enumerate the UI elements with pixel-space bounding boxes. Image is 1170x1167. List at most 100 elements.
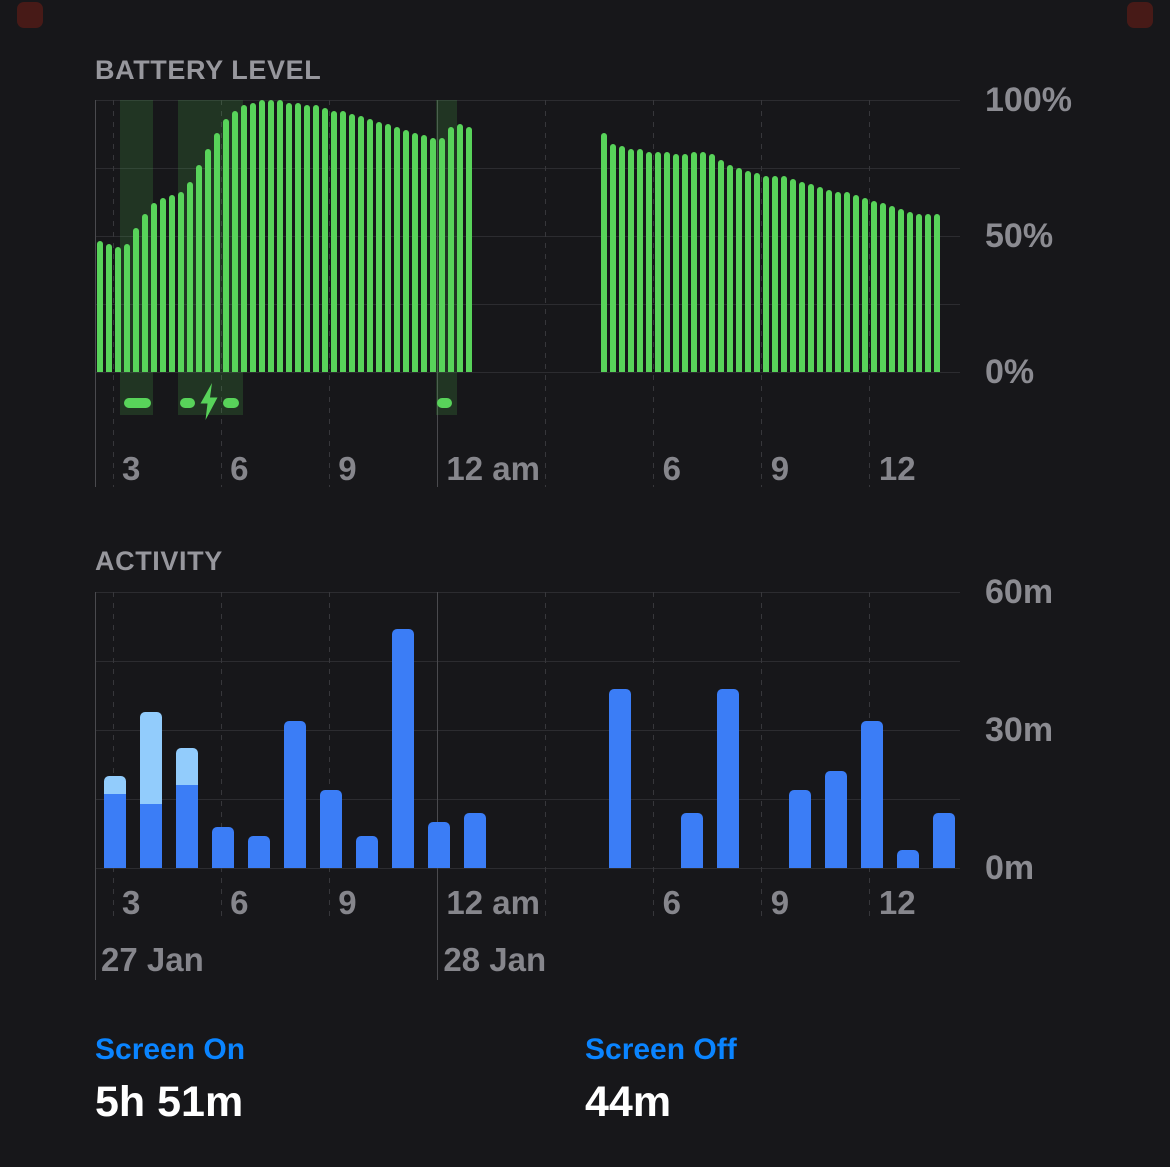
battery-level-bar[interactable] — [303, 105, 310, 372]
battery-level-bar[interactable] — [781, 176, 788, 372]
battery-level-bar[interactable] — [393, 127, 400, 372]
screen-on-bar[interactable] — [824, 771, 847, 868]
battery-level-bar[interactable] — [321, 108, 328, 372]
battery-level-bar[interactable] — [646, 151, 653, 372]
screen-on-bar[interactable] — [788, 789, 811, 868]
battery-level-bar[interactable] — [168, 195, 175, 372]
battery-level-bar[interactable] — [871, 200, 878, 372]
screen-off-bar[interactable] — [140, 711, 163, 804]
battery-level-bar[interactable] — [114, 246, 121, 372]
battery-level-bar[interactable] — [150, 203, 157, 372]
battery-level-bar[interactable] — [294, 102, 301, 372]
battery-level-bar[interactable] — [141, 214, 148, 372]
screen-on-bar[interactable] — [140, 803, 163, 868]
battery-level-bar[interactable] — [330, 110, 337, 372]
battery-level-bar[interactable] — [925, 214, 932, 372]
battery-level-bar[interactable] — [691, 151, 698, 372]
battery-level-bar[interactable] — [231, 110, 238, 372]
battery-level-bar[interactable] — [276, 100, 283, 372]
battery-level-bar[interactable] — [619, 146, 626, 372]
screen-on-bar[interactable] — [428, 822, 451, 868]
battery-level-bar[interactable] — [186, 181, 193, 372]
battery-level-bar[interactable] — [898, 208, 905, 372]
battery-level-bar[interactable] — [772, 176, 779, 372]
battery-level-bar[interactable] — [826, 189, 833, 372]
battery-level-bar[interactable] — [348, 113, 355, 372]
battery-level-bar[interactable] — [889, 206, 896, 372]
battery-level-bar[interactable] — [402, 129, 409, 372]
battery-level-bar[interactable] — [267, 100, 274, 372]
battery-level-bar[interactable] — [438, 138, 445, 372]
battery-level-bar[interactable] — [655, 151, 662, 372]
battery-level-bar[interactable] — [718, 159, 725, 372]
battery-level-bar[interactable] — [916, 214, 923, 372]
battery-level-bar[interactable] — [880, 203, 887, 372]
screen-on-bar[interactable] — [212, 826, 235, 868]
battery-level-bar[interactable] — [754, 173, 761, 372]
battery-level-bar[interactable] — [222, 119, 229, 372]
screen-on-bar[interactable] — [608, 688, 631, 868]
screen-on-bar[interactable] — [932, 812, 955, 868]
battery-level-bar[interactable] — [456, 124, 463, 372]
battery-level-bar[interactable] — [132, 227, 139, 372]
screen-off-bar[interactable] — [104, 776, 127, 795]
screen-on-bar[interactable] — [104, 794, 127, 868]
battery-level-bar[interactable] — [736, 168, 743, 372]
battery-level-bar[interactable] — [628, 148, 635, 372]
battery-level-bar[interactable] — [240, 105, 247, 372]
battery-level-bar[interactable] — [447, 127, 454, 372]
battery-level-bar[interactable] — [420, 135, 427, 372]
battery-level-bar[interactable] — [375, 121, 382, 372]
screen-on-bar[interactable] — [392, 628, 415, 868]
battery-level-bar[interactable] — [249, 102, 256, 372]
battery-level-bar[interactable] — [763, 176, 770, 372]
battery-level-bar[interactable] — [727, 165, 734, 372]
activity-chart[interactable]: 60m 30m 0m 3 6 9 12 am 6 9 12 27 Jan 28 Jan — [94, 573, 1053, 980]
screen-on-bar[interactable] — [320, 789, 343, 868]
battery-level-bar[interactable] — [96, 241, 103, 372]
battery-level-bar[interactable] — [159, 197, 166, 372]
battery-level-chart[interactable]: 100% 50% 0% 3 6 9 12 am 6 9 12 — [94, 81, 1072, 487]
screen-on-bar[interactable] — [248, 835, 271, 868]
battery-level-bar[interactable] — [285, 102, 292, 372]
battery-level-bar[interactable] — [853, 195, 860, 372]
battery-level-bar[interactable] — [429, 138, 436, 372]
screen-on-bar[interactable] — [356, 835, 379, 868]
battery-level-bar[interactable] — [258, 100, 265, 372]
battery-level-bar[interactable] — [177, 192, 184, 372]
screen-on-bar[interactable] — [716, 688, 739, 868]
battery-level-bar[interactable] — [700, 151, 707, 372]
battery-level-bar[interactable] — [790, 178, 797, 372]
battery-level-bar[interactable] — [105, 244, 112, 372]
screen-on-bar[interactable] — [284, 720, 307, 868]
battery-level-bar[interactable] — [673, 154, 680, 372]
battery-level-bar[interactable] — [213, 132, 220, 372]
battery-level-bar[interactable] — [835, 192, 842, 372]
battery-level-bar[interactable] — [682, 154, 689, 372]
battery-level-bar[interactable] — [204, 148, 211, 372]
battery-level-bar[interactable] — [312, 105, 319, 372]
battery-level-bar[interactable] — [339, 110, 346, 372]
battery-level-bar[interactable] — [195, 165, 202, 372]
battery-level-bar[interactable] — [844, 192, 851, 372]
battery-level-bar[interactable] — [366, 119, 373, 372]
battery-level-bar[interactable] — [637, 148, 644, 372]
battery-level-bar[interactable] — [934, 214, 941, 372]
battery-level-bar[interactable] — [384, 124, 391, 372]
battery-level-bar[interactable] — [799, 181, 806, 372]
screen-off-bar[interactable] — [176, 748, 199, 786]
screen-on-bar[interactable] — [176, 785, 199, 868]
screen-on-bar[interactable] — [464, 812, 487, 868]
battery-level-bar[interactable] — [610, 143, 617, 372]
screen-on-bar[interactable] — [680, 812, 703, 868]
screen-on-bar[interactable] — [860, 720, 883, 868]
battery-level-bar[interactable] — [907, 211, 914, 372]
battery-level-bar[interactable] — [664, 151, 671, 372]
battery-level-bar[interactable] — [808, 184, 815, 372]
battery-level-bar[interactable] — [817, 187, 824, 372]
battery-level-bar[interactable] — [862, 197, 869, 372]
battery-level-bar[interactable] — [357, 116, 364, 372]
battery-level-bar[interactable] — [709, 154, 716, 372]
battery-level-bar[interactable] — [123, 244, 130, 372]
battery-level-bar[interactable] — [745, 170, 752, 372]
